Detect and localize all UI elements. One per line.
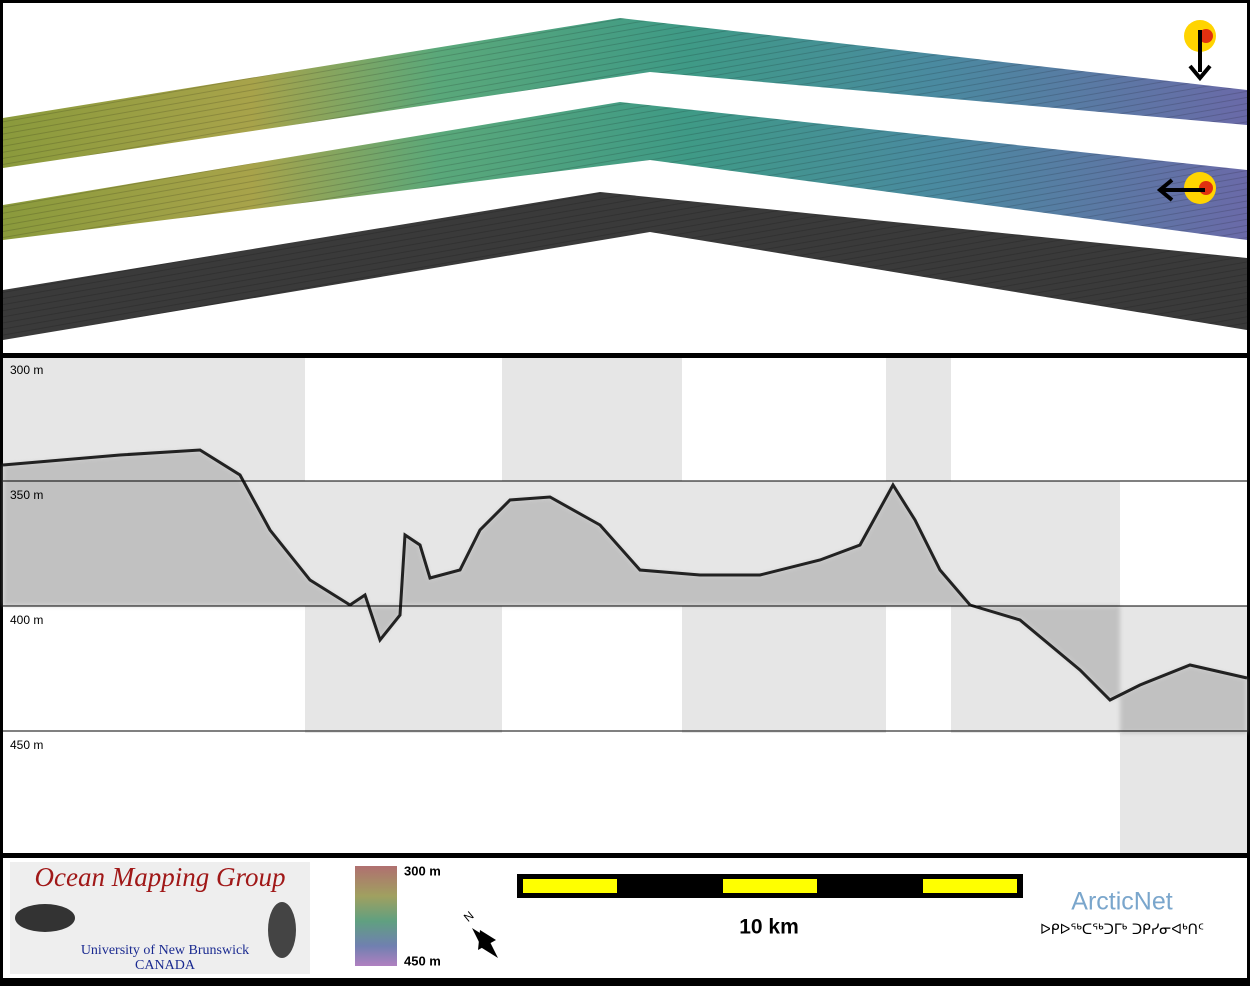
partner-logo: ArcticNet [1071,888,1172,916]
seabed-fill [3,450,1247,733]
depth-label: 300 m [10,363,43,377]
profile-blocks [3,358,1247,853]
colorbar-label: 300 m [404,863,441,878]
seabed-line [2,448,1248,702]
logo-image [268,902,296,958]
colorbar-label: 450 m [404,953,441,968]
depth-label: 400 m [10,613,43,627]
logo-text: CANADA [135,958,196,973]
compass: N [461,908,498,958]
depth-lines [3,480,1247,732]
colorbar [355,866,397,966]
swath-texture [3,102,1247,240]
swath-texture [3,18,1247,168]
scale-label: 10 km [739,916,799,939]
scale-bar-segments [523,879,1017,893]
depth-label: 350 m [10,488,43,502]
logo-title: Ocean Mapping Group [35,862,286,892]
swath-texture [3,192,1247,340]
sun-icon [1156,20,1216,204]
depth-label: 450 m [10,738,43,752]
logo-image [15,904,75,932]
partner-syllabics: ᐅᑭᐅᖅᑕᖅᑐᒥᒃ ᑐᑭᓯᓂᐊᒃᑎᑦ [1040,922,1204,938]
logo-text: University of New Brunswick [81,943,249,958]
